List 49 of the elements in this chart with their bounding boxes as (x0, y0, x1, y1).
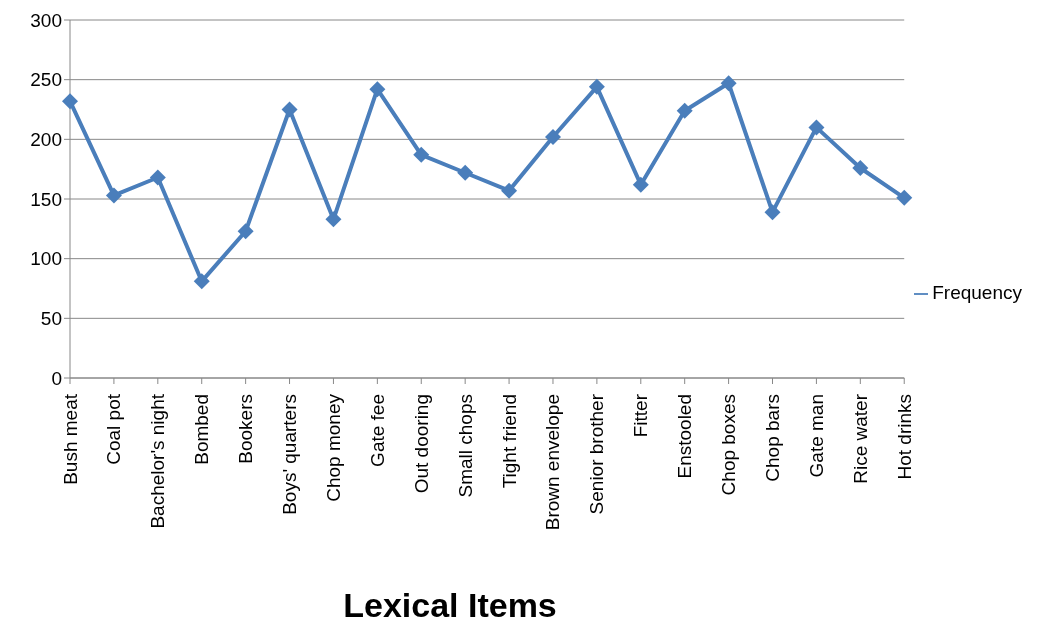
y-tick-label: 50 (40, 308, 62, 330)
x-tick-label: Brown envelope (542, 394, 564, 531)
y-tick-label: 150 (30, 188, 62, 210)
point (62, 93, 78, 110)
point (676, 102, 693, 119)
point (457, 164, 474, 181)
x-tick-label: Chop boxes (718, 394, 740, 496)
x-tick-label: Senior brother (586, 393, 608, 515)
y-tick-label: 250 (30, 69, 62, 91)
x-tick-label: Boys' quarters (279, 394, 301, 515)
point (149, 169, 166, 186)
x-tick-label: Hot drinks (893, 394, 915, 480)
x-tick-label: Bachelor's night (147, 393, 169, 529)
x-tick-label: Bookers (235, 394, 257, 464)
x-tick-label: Rice water (849, 393, 871, 484)
x-axis-title: Lexical Items (342, 586, 558, 625)
x-tick-label: Small chops (454, 394, 476, 498)
point (237, 223, 254, 240)
x-tick-label: Chop money (322, 393, 344, 502)
x-tick-label: Coal pot (103, 393, 125, 465)
point (413, 146, 430, 163)
legend-label: Frequency (932, 282, 1022, 303)
point (588, 78, 605, 95)
x-tick-label: Bush meat (59, 393, 81, 485)
point (720, 75, 737, 92)
y-tick-label: 0 (51, 367, 62, 389)
point (544, 128, 561, 145)
x-tick-label: Tight friend (498, 394, 520, 489)
point (193, 273, 210, 290)
point (501, 182, 518, 199)
point (896, 189, 913, 206)
x-tick-label: Gate man (805, 394, 827, 478)
y-tick-label: 300 (30, 9, 62, 31)
point (325, 211, 342, 228)
x-tick-label: Out dooring (410, 394, 432, 494)
point (808, 119, 825, 136)
x-tick-label: Bombed (191, 394, 213, 465)
point (281, 101, 298, 118)
point (764, 204, 781, 221)
x-tick-label: Enstooled (674, 394, 696, 479)
point (852, 159, 869, 176)
point (369, 81, 386, 98)
y-tick-label: 100 (30, 248, 62, 270)
x-tick-label: Chop bars (762, 394, 783, 482)
x-tick-label: Gate fee (366, 394, 388, 467)
point (105, 187, 122, 204)
x-tick-label: Fitter (630, 393, 652, 438)
y-tick-label: 200 (30, 129, 62, 151)
point (632, 176, 649, 193)
